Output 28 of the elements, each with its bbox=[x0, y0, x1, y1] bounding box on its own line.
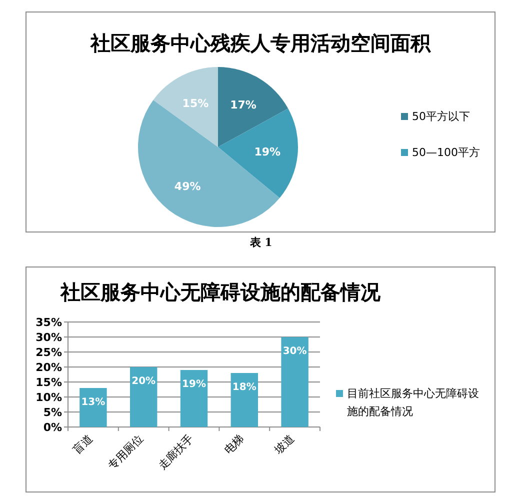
legend-label: 50—100平方 bbox=[412, 146, 480, 159]
y-tick-label: 10% bbox=[36, 391, 62, 404]
x-tick-label: 专用厕位 bbox=[105, 432, 146, 472]
x-tick-label: 坡道 bbox=[271, 432, 297, 458]
data-label: 30% bbox=[282, 346, 307, 357]
data-label: 15% bbox=[182, 96, 209, 110]
data-label: 19% bbox=[182, 379, 206, 390]
x-tick-label: 电梯 bbox=[222, 432, 247, 457]
y-tick-label: 5% bbox=[43, 406, 62, 419]
data-label: 13% bbox=[81, 397, 106, 408]
y-tick-label: 15% bbox=[36, 376, 62, 389]
x-tick-label: 走廊扶手 bbox=[156, 432, 196, 472]
text: 表 1 bbox=[248, 236, 272, 249]
data-label: 19% bbox=[254, 146, 281, 159]
y-tick-label: 30% bbox=[36, 331, 62, 344]
y-tick-label: 35% bbox=[36, 316, 62, 329]
y-tick-label: 25% bbox=[36, 346, 62, 359]
y-tick-label: 20% bbox=[36, 361, 62, 374]
data-label: 17% bbox=[230, 98, 256, 112]
data-label: 49% bbox=[174, 180, 201, 194]
legend-label: 50平方以下 bbox=[412, 110, 470, 123]
data-label: 18% bbox=[232, 382, 256, 393]
y-tick-label: 0% bbox=[43, 421, 62, 434]
chart-title: 社区服务中心无障碍设施的配备情况 bbox=[60, 280, 382, 304]
legend-label: 目前社区服务中心无障碍设施的配备情况 bbox=[347, 387, 479, 418]
chart-title: 社区服务中心残疾人专用活动空间面积 bbox=[90, 31, 432, 55]
x-tick-label: 盲道 bbox=[70, 432, 96, 457]
data-label: 20% bbox=[132, 376, 156, 387]
